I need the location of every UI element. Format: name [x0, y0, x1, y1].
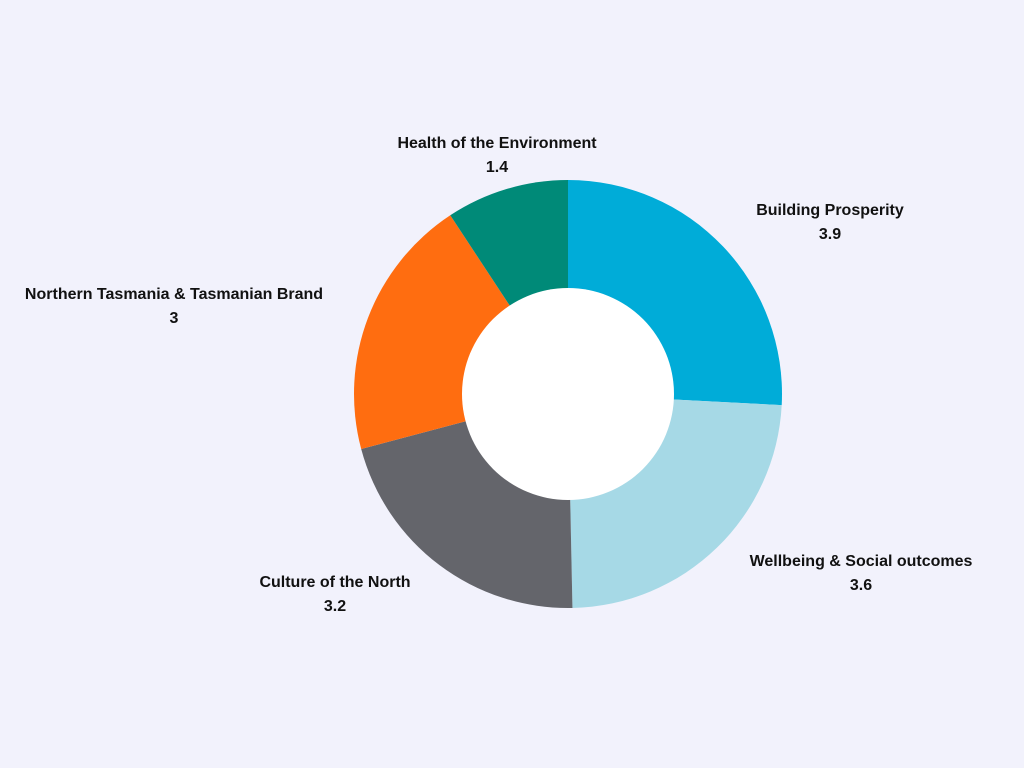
label-wellbeing-social-outcomes: Wellbeing & Social outcomes 3.6 — [750, 550, 973, 598]
donut-hole — [462, 288, 674, 500]
label-name: Building Prosperity — [756, 202, 904, 219]
label-value: 1.4 — [485, 159, 509, 176]
label-value: 3 — [169, 310, 179, 327]
label-name: Culture of the North — [259, 574, 411, 591]
label-northern-tasmania-brand: Northern Tasmania & Tasmanian Brand 3 — [25, 283, 323, 331]
label-health-of-the-environment: Health of the Environment 1.4 — [397, 132, 596, 180]
label-building-prosperity: Building Prosperity 3.9 — [756, 199, 904, 247]
label-value: 3.9 — [818, 226, 842, 243]
label-culture-of-the-north: Culture of the North 3.2 — [259, 571, 410, 619]
label-value: 3.6 — [849, 577, 873, 594]
label-name: Wellbeing & Social outcomes — [749, 553, 973, 570]
label-name: Health of the Environment — [397, 135, 597, 152]
label-name: Northern Tasmania & Tasmanian Brand — [24, 286, 324, 303]
label-value: 3.2 — [323, 598, 347, 615]
